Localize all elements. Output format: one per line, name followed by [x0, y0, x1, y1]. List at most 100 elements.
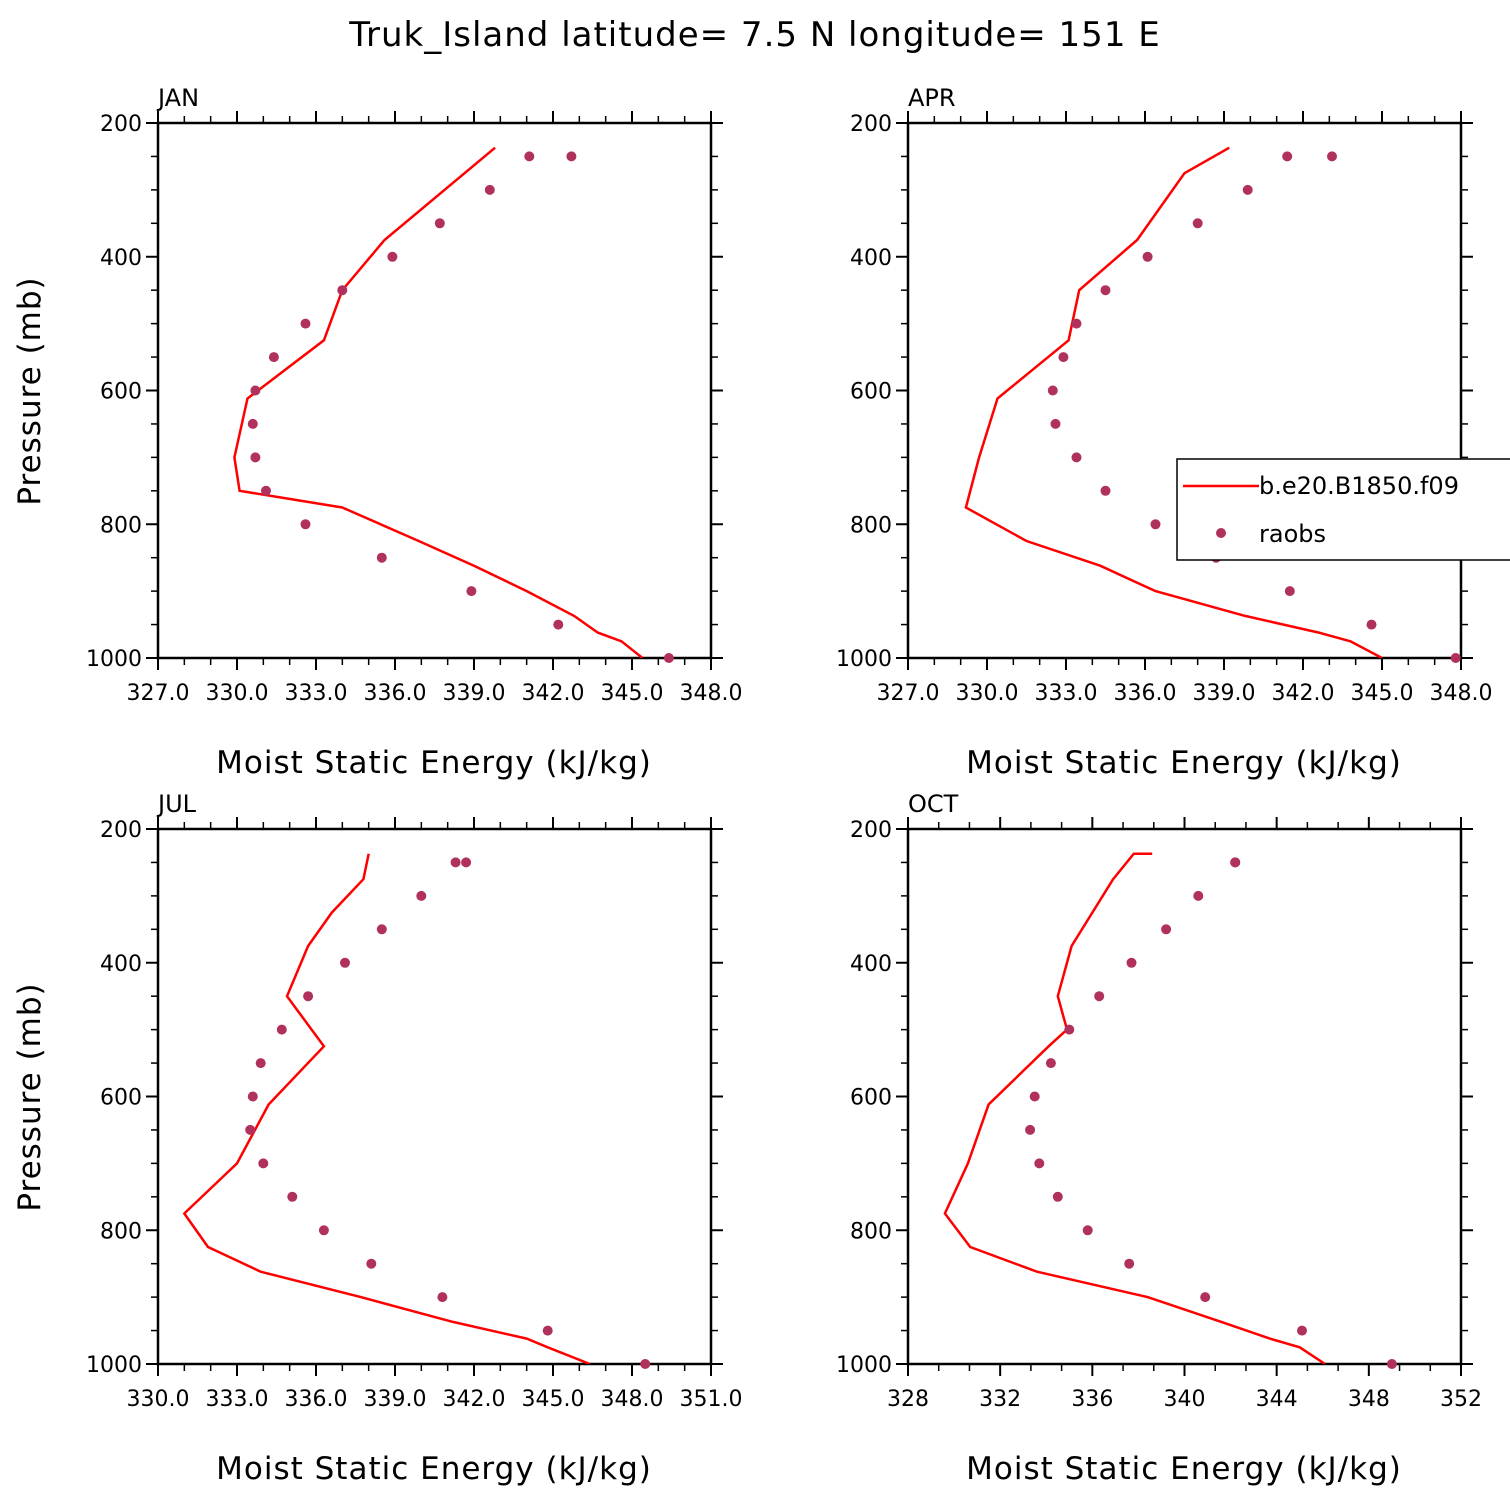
raobs-point-jul — [542, 1325, 553, 1336]
raobs-point-apr — [1100, 285, 1111, 296]
raobs-point-apr — [1327, 151, 1337, 162]
y-axis-title-jul: Pressure (mb) — [12, 982, 48, 1211]
x-tick-label-oct: 348 — [1348, 1387, 1390, 1412]
raobs-point-oct — [1200, 1292, 1211, 1303]
x-tick-label-jan: 333.0 — [285, 681, 348, 706]
raobs-point-oct — [1025, 1124, 1036, 1135]
x-tick-label-jan: 345.0 — [601, 681, 664, 706]
x-tick-label-apr: 333.0 — [1035, 681, 1098, 706]
y-tick-label-apr: 1000 — [836, 647, 892, 672]
x-tick-label-apr: 339.0 — [1193, 681, 1256, 706]
raobs-point-jan — [553, 619, 564, 630]
raobs-point-jul — [276, 1024, 287, 1035]
y-tick-label-jan: 1000 — [86, 647, 142, 672]
x-tick-label-jul: 330.0 — [127, 1387, 190, 1412]
raobs-point-jul — [318, 1225, 329, 1236]
raobs-point-oct — [1064, 1024, 1075, 1035]
raobs-point-apr — [1450, 653, 1461, 663]
y-axis-title-jan: Pressure (mb) — [12, 276, 48, 505]
y-tick-label-apr: 200 — [850, 112, 892, 137]
raobs-point-oct — [1126, 957, 1137, 968]
raobs-point-oct — [1082, 1225, 1093, 1236]
raobs-point-oct — [1094, 991, 1105, 1002]
legend-box — [1176, 458, 1510, 561]
raobs-point-apr — [1047, 385, 1058, 396]
legend-marker-swatch — [1216, 528, 1226, 538]
y-tick-label-oct: 400 — [850, 952, 892, 977]
y-tick-label-jan: 400 — [100, 246, 142, 271]
raobs-point-jan — [466, 586, 477, 597]
x-tick-label-apr: 327.0 — [877, 681, 940, 706]
y-tick-label-jul: 600 — [100, 1086, 142, 1111]
raobs-point-apr — [1100, 485, 1111, 496]
raobs-point-jul — [376, 924, 387, 935]
raobs-point-apr — [1050, 418, 1061, 429]
y-tick-label-jul: 800 — [100, 1219, 142, 1244]
x-tick-label-oct: 328 — [887, 1387, 929, 1412]
panel-oct: OCT Moist Static Energy (kJ/kg) 328 332 33… — [836, 790, 1482, 1487]
raobs-point-jan — [434, 218, 445, 229]
x-tick-label-jul: 333.0 — [206, 1387, 269, 1412]
raobs-point-jan — [376, 552, 387, 563]
raobs-point-oct — [1161, 924, 1172, 935]
raobs-point-jul — [258, 1158, 269, 1169]
legend: b.e20.B1850.f09 raobs — [1176, 458, 1510, 561]
raobs-point-jan — [261, 485, 271, 496]
raobs-point-apr — [1071, 452, 1082, 463]
panel-label-jul: JUL — [156, 790, 197, 818]
raobs-point-oct — [1052, 1191, 1063, 1202]
raobs-point-oct — [1045, 1058, 1056, 1069]
raobs-point-apr — [1058, 352, 1069, 363]
raobs-point-oct — [1230, 857, 1241, 868]
panel-label-apr: APR — [908, 84, 956, 112]
x-tick-label-jul: 342.0 — [443, 1387, 506, 1412]
x-tick-label-oct: 344 — [1256, 1387, 1298, 1412]
panel-label-oct: OCT — [908, 790, 959, 818]
raobs-point-apr — [1242, 184, 1253, 195]
raobs-point-jul — [437, 1292, 448, 1303]
raobs-point-jul — [416, 890, 427, 901]
model-line-oct — [943, 852, 1326, 1364]
x-tick-label-jul: 339.0 — [364, 1387, 427, 1412]
y-tick-label-apr: 800 — [850, 513, 892, 538]
model-line-jul — [182, 853, 591, 1364]
raobs-point-jan — [268, 352, 279, 363]
x-tick-label-oct: 340 — [1164, 1387, 1206, 1412]
raobs-point-jan — [387, 251, 398, 262]
y-tick-label-jul: 200 — [100, 818, 142, 843]
raobs-point-oct — [1386, 1359, 1397, 1369]
x-axis-title-oct: Moist Static Energy (kJ/kg) — [966, 1451, 1402, 1487]
raobs-point-jan — [484, 184, 495, 195]
raobs-point-jan — [337, 285, 348, 296]
x-tick-label-jan: 348.0 — [680, 681, 743, 706]
y-tick-label-jan: 800 — [100, 513, 142, 538]
y-tick-label-jan: 200 — [100, 112, 142, 137]
model-line-apr — [964, 146, 1383, 658]
raobs-point-oct — [1029, 1091, 1040, 1102]
x-tick-label-jan: 330.0 — [206, 681, 269, 706]
x-tick-label-apr: 348.0 — [1430, 681, 1493, 706]
legend-label-obs: raobs — [1259, 520, 1326, 548]
raobs-point-jul — [366, 1258, 377, 1269]
raobs-point-jan — [300, 318, 311, 329]
raobs-point-jul — [303, 991, 314, 1002]
raobs-point-jul — [450, 857, 461, 868]
raobs-point-jan — [250, 452, 261, 463]
x-tick-label-jan: 327.0 — [127, 681, 190, 706]
panel-label-jan: JAN — [156, 84, 199, 112]
raobs-point-apr — [1192, 218, 1203, 229]
raobs-point-oct — [1193, 890, 1204, 901]
raobs-point-apr — [1282, 151, 1293, 162]
x-tick-label-apr: 342.0 — [1272, 681, 1335, 706]
y-tick-label-oct: 600 — [850, 1086, 892, 1111]
x-tick-label-apr: 336.0 — [1114, 681, 1177, 706]
y-tick-label-apr: 400 — [850, 246, 892, 271]
raobs-point-jan — [524, 151, 535, 162]
x-tick-label-oct: 352 — [1440, 1387, 1482, 1412]
raobs-point-jul — [340, 957, 350, 968]
x-tick-label-oct: 336 — [1071, 1387, 1113, 1412]
x-tick-label-jul: 345.0 — [522, 1387, 585, 1412]
panel-jul: JUL Moist Static Energy (kJ/kg) Pressure… — [12, 790, 742, 1487]
raobs-point-apr — [1142, 251, 1153, 262]
